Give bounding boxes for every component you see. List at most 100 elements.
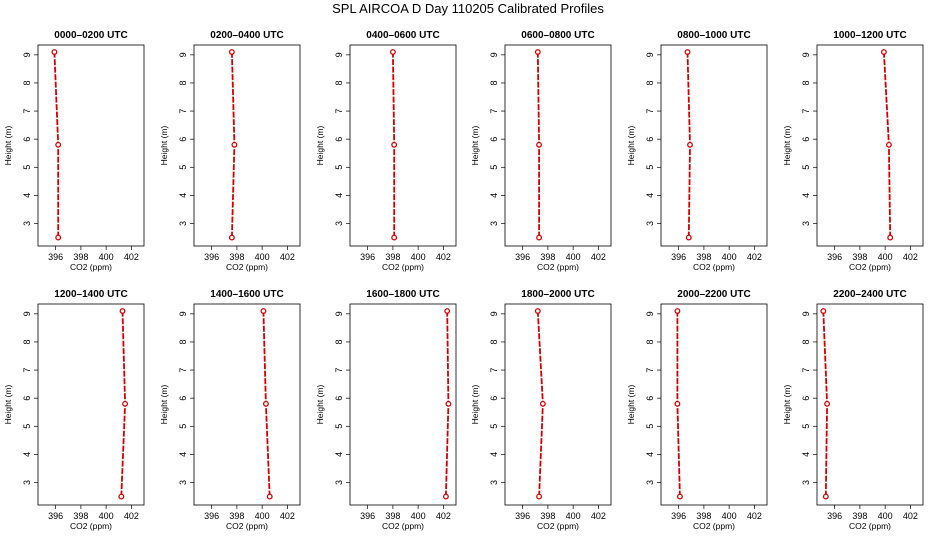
x-tick-label: 396 <box>360 252 375 262</box>
x-tick-label: 398 <box>696 511 711 521</box>
y-tick-label: 7 <box>645 368 655 373</box>
y-axis-label: Height (m) <box>159 126 169 166</box>
x-tick-label: 398 <box>540 252 555 262</box>
y-tick-label: 8 <box>801 339 811 344</box>
y-tick-label: 6 <box>801 396 811 401</box>
y-tick-label: 6 <box>801 137 811 142</box>
y-axis-label: Height (m) <box>626 126 636 166</box>
x-tick-label: 398 <box>696 252 711 262</box>
data-point <box>820 308 827 314</box>
panel-9: 1600–1800 UTC 396 398 400 402 3 4 5 6 7 8 9 CO2 (ppm… <box>315 289 457 531</box>
x-tick-label: 402 <box>280 252 295 262</box>
y-tick-label: 3 <box>178 480 188 485</box>
data-point <box>389 49 396 55</box>
x-tick-label: 396 <box>48 511 63 521</box>
y-tick-label: 8 <box>645 339 655 344</box>
y-tick-label: 7 <box>178 368 188 373</box>
x-tick-label: 402 <box>747 511 762 521</box>
y-tick-label: 9 <box>801 311 811 316</box>
data-point <box>444 308 451 314</box>
y-tick-label: 3 <box>801 221 811 226</box>
panel-title: 1400–1600 UTC <box>210 289 283 300</box>
y-tick-label: 9 <box>489 52 499 57</box>
y-axis-label: Height (m) <box>782 126 792 166</box>
x-tick-label: 396 <box>204 252 219 262</box>
plot-frame <box>660 44 768 247</box>
y-tick-label: 3 <box>645 480 655 485</box>
y-tick-label: 9 <box>22 311 32 316</box>
panel-title: 0200–0400 UTC <box>210 30 283 41</box>
y-tick-label: 4 <box>22 452 32 457</box>
data-point <box>684 49 691 55</box>
y-tick-label: 8 <box>801 80 811 85</box>
y-tick-label: 8 <box>489 339 499 344</box>
data-point <box>887 234 894 241</box>
x-tick-label: 396 <box>204 511 219 521</box>
y-tick-label: 9 <box>645 311 655 316</box>
y-tick-label: 4 <box>22 193 32 198</box>
y-tick-label: 8 <box>645 80 655 85</box>
data-point <box>442 493 449 500</box>
data-point <box>534 49 541 55</box>
y-tick-label: 9 <box>178 311 188 316</box>
y-tick-label: 6 <box>489 137 499 142</box>
y-tick-label: 4 <box>645 452 655 457</box>
x-tick-label: 402 <box>280 511 295 521</box>
panel-title: 1600–1800 UTC <box>366 289 439 300</box>
panel-7: 1200–1400 UTC 396 398 400 402 3 4 5 6 7 8 9 CO2 (ppm… <box>3 289 145 531</box>
y-tick-label: 5 <box>178 424 188 429</box>
x-tick-label: 402 <box>436 252 451 262</box>
data-point <box>676 493 683 500</box>
x-tick-label: 400 <box>722 252 737 262</box>
y-tick-label: 7 <box>334 368 344 373</box>
y-tick-label: 9 <box>178 52 188 57</box>
y-axis-label: Height (m) <box>3 126 13 166</box>
x-tick-label: 400 <box>566 511 581 521</box>
y-tick-label: 4 <box>489 452 499 457</box>
plot-frame <box>349 303 457 506</box>
y-tick-label: 8 <box>334 339 344 344</box>
panel-title: 0600–0800 UTC <box>521 30 594 41</box>
y-tick-label: 7 <box>645 109 655 114</box>
data-point <box>885 141 892 148</box>
x-axis-label: CO2 (ppm) <box>226 262 268 272</box>
y-axis-label: Height (m) <box>626 385 636 425</box>
y-tick-label: 5 <box>801 165 811 170</box>
x-tick-label: 400 <box>878 252 893 262</box>
x-tick-label: 396 <box>515 252 530 262</box>
y-tick-label: 8 <box>22 339 32 344</box>
y-tick-label: 9 <box>801 52 811 57</box>
x-axis-label: CO2 (ppm) <box>537 521 579 531</box>
data-point <box>55 141 62 148</box>
panel-2: 0200–0400 UTC 396 398 400 402 3 4 5 6 7 8 9 CO2 (ppm… <box>159 30 301 272</box>
data-point <box>824 400 831 407</box>
x-axis-label: CO2 (ppm) <box>382 521 424 531</box>
x-tick-label: 398 <box>229 252 244 262</box>
x-axis-label: CO2 (ppm) <box>693 262 735 272</box>
panel-title: 0800–1000 UTC <box>677 30 750 41</box>
x-tick-label: 402 <box>747 252 762 262</box>
x-tick-label: 400 <box>99 252 114 262</box>
x-tick-label: 400 <box>411 252 426 262</box>
plot-frame <box>504 44 612 247</box>
x-tick-label: 396 <box>671 511 686 521</box>
y-tick-label: 3 <box>489 480 499 485</box>
y-tick-label: 9 <box>489 311 499 316</box>
data-point <box>262 400 269 407</box>
x-tick-label: 398 <box>385 511 400 521</box>
y-tick-label: 9 <box>334 311 344 316</box>
x-tick-label: 400 <box>878 511 893 521</box>
y-tick-label: 5 <box>801 424 811 429</box>
panel-10: 1800–2000 UTC 396 398 400 402 3 4 5 6 7 8 9 CO2 (ppm… <box>470 289 612 531</box>
panel-3: 0400–0600 UTC 396 398 400 402 3 4 5 6 7 8 9 CO2 (ppm… <box>315 30 457 272</box>
x-tick-label: 402 <box>436 511 451 521</box>
x-tick-label: 402 <box>591 252 606 262</box>
y-tick-label: 5 <box>334 165 344 170</box>
data-point <box>536 234 543 241</box>
panel-11: 2000–2200 UTC 396 398 400 402 3 4 5 6 7 8 9 CO2 (ppm… <box>626 289 768 531</box>
y-tick-label: 3 <box>801 480 811 485</box>
y-axis-label: Height (m) <box>315 385 325 425</box>
data-point <box>231 141 238 148</box>
data-point <box>55 234 62 241</box>
data-point <box>266 493 273 500</box>
